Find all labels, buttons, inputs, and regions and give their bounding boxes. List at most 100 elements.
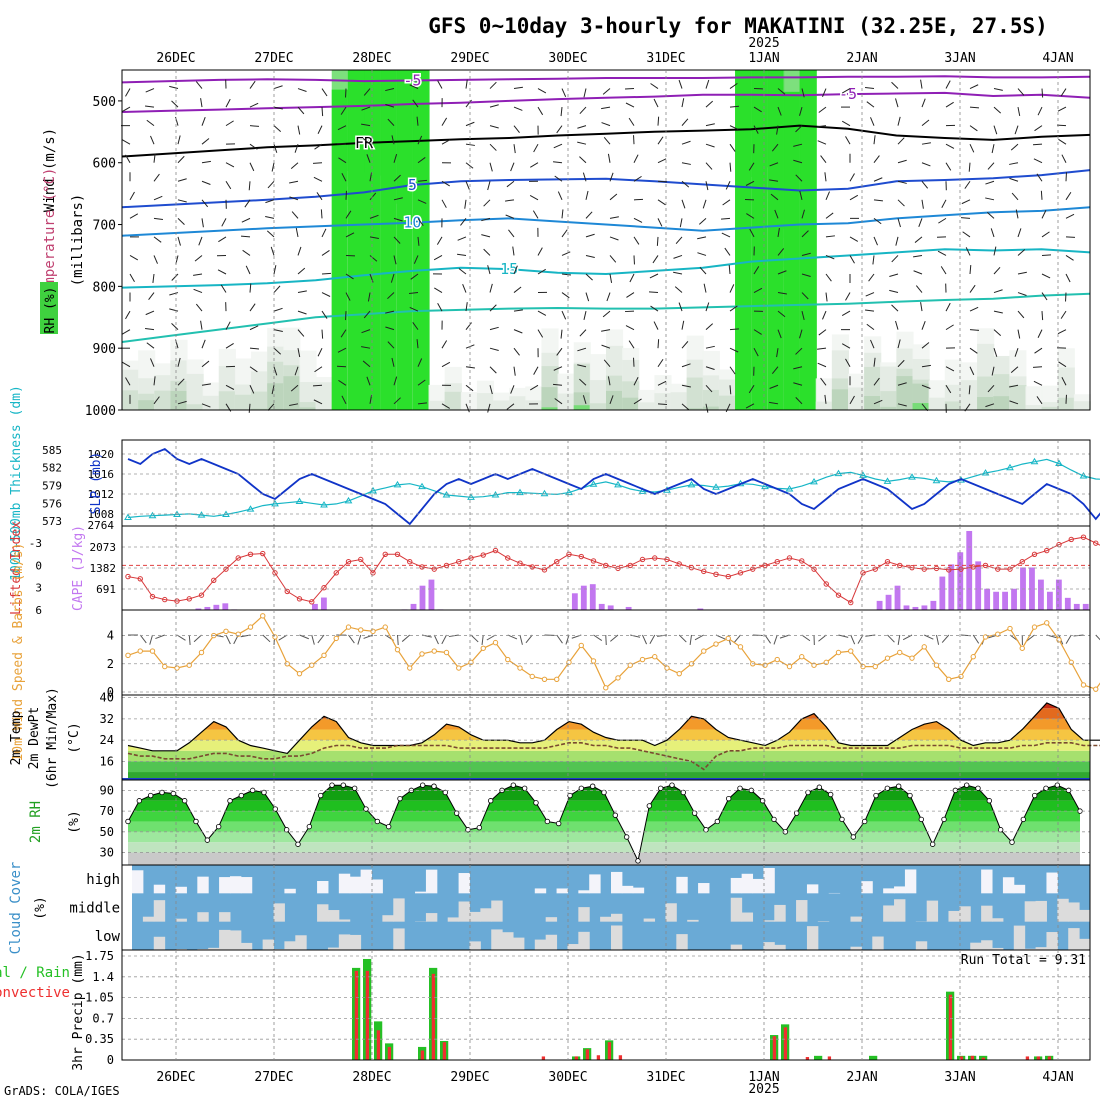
rh-point	[657, 785, 664, 791]
wind-barb	[391, 135, 395, 145]
wind-barb	[557, 191, 563, 201]
rh-shade-cell	[589, 380, 607, 410]
cloud-cell	[327, 910, 340, 922]
rh-point	[533, 800, 539, 806]
wind-barb	[249, 303, 256, 312]
wind-barb	[150, 358, 155, 367]
wind-barb	[1036, 173, 1043, 182]
cloud-cell	[240, 942, 253, 950]
wind-barb	[345, 232, 355, 238]
date-label-top: 26DEC	[156, 51, 195, 66]
cape-bar	[1082, 603, 1089, 610]
rh-shade-cell	[751, 70, 769, 410]
wind-barb	[177, 400, 187, 405]
thickness-point	[883, 477, 892, 484]
wind-barb	[265, 216, 275, 219]
date-label-bottom: 31DEC	[646, 1070, 685, 1085]
cloud-cell	[578, 931, 590, 950]
rh-point	[306, 823, 313, 830]
wind-barb	[865, 86, 875, 90]
wind-barb	[991, 366, 995, 376]
wind-barb	[317, 125, 323, 134]
axis-tick-label: 600	[93, 157, 116, 172]
wind-barb	[1011, 192, 1019, 201]
wind-barb	[561, 273, 572, 276]
wind-barb	[825, 273, 832, 282]
wind-barb	[607, 153, 611, 163]
cloud-cell	[676, 934, 688, 950]
wind-barb-10m	[525, 634, 533, 644]
thickness-point	[712, 483, 720, 490]
rh-shade-cell	[170, 390, 188, 410]
wind-barb	[776, 125, 779, 135]
wind-barb	[1065, 213, 1075, 219]
wind-barb	[408, 292, 419, 294]
cloud-cell	[687, 919, 699, 922]
wind-barb	[225, 162, 235, 168]
wind-barb	[121, 361, 131, 368]
lifted-index-point	[284, 588, 290, 595]
lifted-index-point	[958, 566, 964, 572]
wind-barb	[729, 305, 738, 312]
cloud-cell	[284, 941, 296, 950]
wind-barb	[1060, 88, 1067, 97]
rh-point	[215, 823, 222, 830]
rh-point	[635, 858, 641, 864]
wind-barb	[195, 303, 203, 312]
wind-barb	[487, 403, 491, 413]
axis-title-rh2m: 2m RH	[28, 801, 44, 843]
cloud-cell	[730, 944, 743, 950]
date-label-bottom: 27DEC	[254, 1070, 293, 1085]
wind-barb	[729, 162, 732, 172]
wind-barb	[552, 161, 563, 164]
precip-convective-bar	[607, 1042, 612, 1060]
axis-tick-label: 0	[107, 1053, 114, 1067]
wind-barb	[993, 289, 1003, 294]
wind-barb	[795, 125, 803, 133]
wind-barb	[872, 255, 875, 265]
cape-bar	[1046, 591, 1053, 610]
wind-barb	[201, 360, 210, 368]
rh-shade-cell	[896, 376, 914, 410]
cloud-cell	[1079, 909, 1091, 922]
wind-barb	[361, 346, 371, 349]
wind-barb	[753, 125, 759, 134]
wind-barb	[417, 358, 423, 367]
wind-speed-point	[345, 624, 352, 630]
wind-barb	[945, 302, 951, 312]
wind-barb-10m	[433, 634, 439, 645]
lifted-index-point	[198, 592, 205, 598]
wind-barb	[657, 136, 664, 145]
rh-point	[159, 789, 165, 796]
rh-point	[669, 782, 675, 788]
axis-title-thickness: 1000-500mb Thickness (dm)	[9, 385, 24, 581]
cloud-cell	[883, 905, 895, 922]
rh-shade-cell	[541, 407, 559, 410]
wind-barb-10m	[481, 634, 484, 645]
wind-barb-10m	[139, 634, 147, 644]
precip-convective-bar	[783, 1027, 788, 1060]
wind-barb-10m	[649, 634, 656, 644]
wind-barb	[1041, 254, 1052, 256]
cape-tick-label: 691	[96, 583, 116, 596]
wind-barb-10m	[972, 634, 980, 644]
wind-barb	[171, 323, 179, 330]
cape-bar	[410, 603, 417, 610]
wind-barb	[1034, 347, 1043, 354]
thickness-point	[638, 487, 647, 494]
cape-bar	[598, 603, 605, 610]
date-label-bottom: 2JAN	[846, 1070, 877, 1085]
wind-barb	[585, 273, 593, 281]
wind-barb	[1057, 106, 1067, 112]
wind-barb	[537, 329, 544, 338]
wind-barb	[657, 358, 664, 368]
lifted-index-point	[529, 564, 535, 570]
wind-barb	[321, 88, 328, 97]
thickness-point	[344, 496, 353, 504]
lifted-index-line	[127, 536, 1100, 604]
cape-bar	[912, 606, 919, 610]
wind-barb	[774, 209, 779, 219]
cloud-cell	[447, 917, 460, 922]
wind-barb	[338, 157, 347, 164]
rh-point	[680, 789, 687, 796]
